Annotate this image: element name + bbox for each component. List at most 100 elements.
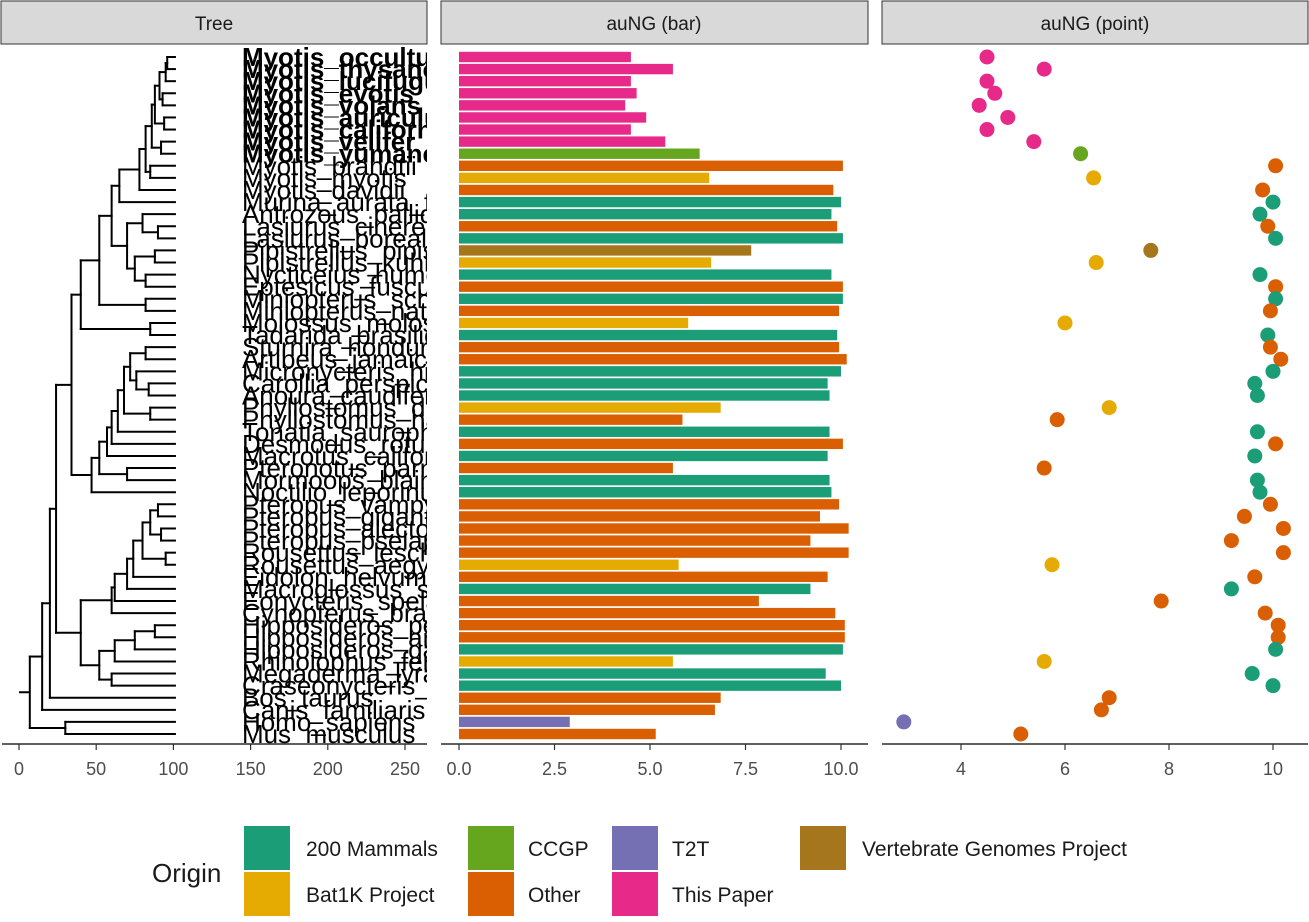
bar-22 (459, 317, 689, 329)
bar-41 (459, 547, 849, 558)
bar-47 (459, 619, 845, 631)
point-50 (1036, 653, 1052, 669)
point-54 (1093, 702, 1109, 718)
point-48 (1270, 629, 1286, 645)
bar-21 (459, 305, 840, 317)
legend-title: Origin (152, 858, 221, 888)
point-8 (1073, 146, 1089, 162)
tip-label: Hipposideros_armiger (242, 622, 497, 652)
tree-node-20 (98, 214, 147, 306)
bar-38 (459, 511, 820, 522)
tree-node-32 (126, 467, 176, 482)
bar-31 (459, 426, 830, 437)
bar-36 (459, 487, 832, 498)
tip-label: Myotis_thysanodes (242, 54, 483, 84)
tip-label: Eonycteris_spelaea (242, 586, 469, 616)
bar-tick-label: 5.0 (637, 759, 662, 779)
bar-34 (459, 462, 673, 474)
bar-50 (459, 656, 673, 667)
tip-label: Sturnira_hondurensis (242, 332, 489, 362)
legend-label-200-mammals: 200 Mammals (306, 838, 438, 861)
point-36 (1252, 484, 1268, 500)
tree-node-38 (149, 509, 163, 536)
point-42 (1044, 557, 1060, 573)
tip-label: Myotis_myotis (242, 163, 407, 193)
point-30 (1049, 412, 1065, 428)
tip-label: Phyllostomus_hastatus (242, 405, 509, 435)
bar-42 (459, 559, 679, 570)
point-34 (1036, 460, 1052, 476)
point-1 (1036, 61, 1052, 77)
bar-5 (459, 112, 647, 123)
panel-strip-bar: auNG (bar) (440, 0, 869, 45)
legend-swatch-ccgp (468, 826, 514, 870)
tip-label: Eidolon_helvum (242, 562, 427, 592)
tree-node-45 (153, 624, 176, 639)
bar-23 (459, 329, 838, 341)
bar-9 (459, 160, 843, 172)
tree-node-51 (55, 383, 82, 634)
tree-node-11 (118, 168, 176, 204)
bar-26 (459, 366, 841, 377)
tip-label: Miniopterus_schreibersii (242, 284, 522, 314)
tree-node-30 (110, 409, 176, 445)
tree-tick-label: 100 (158, 759, 188, 779)
bar-17 (459, 257, 712, 268)
tip-label: Micronycteris_hirsuta (242, 356, 488, 386)
bar-14 (459, 221, 838, 232)
tip-label: Pteropus_pselaphon (242, 526, 481, 556)
tip-label: Rhinolophus_ferrumequinum (242, 646, 576, 676)
legend-swatch-vgp (800, 826, 846, 870)
bar-27 (459, 378, 828, 389)
point-38 (1236, 508, 1252, 524)
tree-node-19 (144, 297, 176, 312)
point-panel-title: auNG (point) (1041, 14, 1150, 35)
point-33 (1247, 448, 1263, 464)
tip-label: Rousettus_aegyptiacus (242, 550, 512, 580)
bar-tick-label: 7.5 (733, 759, 758, 779)
tip-label: Eptesicus_fuscus (242, 272, 444, 302)
point-7 (1026, 134, 1042, 150)
tree-node-7 (150, 103, 163, 149)
point-10 (1086, 170, 1102, 186)
point-39 (1275, 520, 1291, 536)
tip-label: Phyllostomus_discolor (242, 393, 501, 423)
tip-label: Tadarida_brasiliensis (242, 320, 485, 350)
tree-x-axis: 0 50 100 150 200 250 (2, 743, 427, 779)
bar-46 (459, 607, 836, 619)
point-35 (1249, 472, 1265, 488)
legend-label-ccgp: CCGP (528, 838, 589, 861)
tip-label: Pipistrellus_kuhlii (242, 248, 441, 278)
bar-45 (459, 595, 759, 607)
bar-11 (459, 184, 834, 196)
point-9 (1268, 158, 1284, 174)
tree-node-14 (153, 249, 176, 264)
tree-node-54 (64, 720, 176, 735)
bar-33 (459, 450, 828, 462)
tip-label: Myotis_auriculus (242, 102, 454, 132)
tip-label: Myotis_volans (242, 90, 421, 120)
tip-label: Canis_familiaris (242, 695, 426, 725)
point-44 (1223, 581, 1239, 597)
bar-panel-title: auNG (bar) (606, 14, 701, 35)
point-0 (979, 49, 995, 65)
tree-node-12 (156, 225, 176, 240)
tree-node-33 (98, 440, 129, 476)
tip-label: Pteronotus_parnellii (242, 453, 472, 483)
point-23 (1260, 327, 1276, 343)
point-18 (1252, 267, 1268, 283)
bar-16 (459, 245, 752, 256)
tip-label: Myotis_davidii (242, 175, 405, 205)
bar-1 (459, 63, 673, 75)
point-15 (1268, 230, 1284, 246)
legend-swatch-200-mammals (244, 826, 290, 870)
tip-label: Craseonycteris_thonglongyai (242, 671, 577, 701)
point-4 (971, 97, 987, 113)
point-6 (979, 122, 995, 138)
legend-label-bat1k: Bat1K Project (306, 884, 435, 907)
point-49 (1268, 641, 1284, 657)
bar-24 (459, 341, 840, 353)
tip-label: Lasiurus_cinereus (242, 211, 453, 241)
